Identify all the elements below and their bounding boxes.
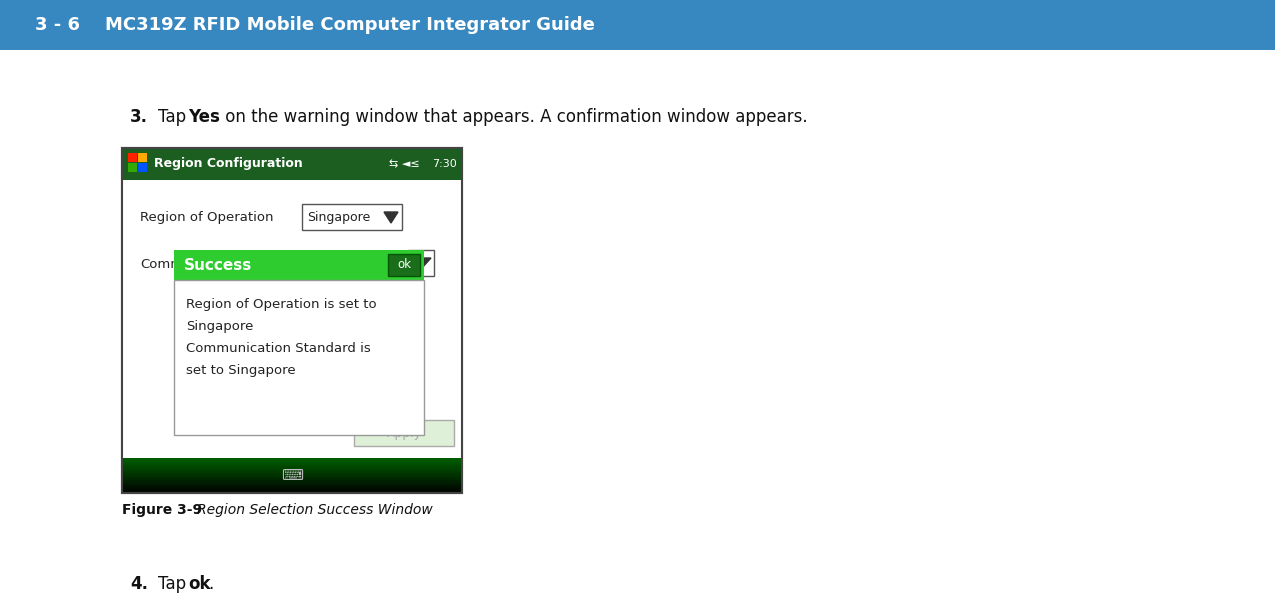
- Bar: [122, 459, 462, 461]
- Bar: [122, 471, 462, 472]
- Bar: [122, 474, 462, 476]
- Text: Tap: Tap: [158, 575, 191, 593]
- Text: Singapore: Singapore: [186, 320, 254, 333]
- Text: Apply: Apply: [386, 426, 422, 440]
- Bar: [122, 458, 462, 459]
- Text: Communication Standard is: Communication Standard is: [186, 342, 371, 355]
- Bar: [122, 486, 462, 488]
- Bar: [122, 461, 462, 462]
- Bar: [122, 482, 462, 483]
- Text: Figure 3-9: Figure 3-9: [122, 503, 203, 517]
- Bar: [408, 250, 434, 276]
- Text: Region Configuration: Region Configuration: [154, 157, 302, 170]
- Text: MC319Z RFID Mobile Computer Integrator Guide: MC319Z RFID Mobile Computer Integrator G…: [105, 16, 595, 34]
- Polygon shape: [384, 212, 398, 223]
- Text: ⌨: ⌨: [280, 468, 303, 483]
- Bar: [388, 254, 419, 276]
- Text: Tap: Tap: [158, 108, 191, 126]
- Bar: [122, 490, 462, 491]
- Text: 4.: 4.: [130, 575, 148, 593]
- Bar: [122, 470, 462, 471]
- Bar: [138, 153, 147, 162]
- Text: ⇆ ◄≤: ⇆ ◄≤: [389, 159, 419, 169]
- Polygon shape: [411, 258, 431, 269]
- Bar: [122, 180, 462, 458]
- Text: Success: Success: [184, 258, 252, 272]
- Text: ok: ok: [187, 575, 210, 593]
- Bar: [122, 488, 462, 490]
- Text: Comm: Comm: [140, 258, 184, 271]
- Bar: [122, 483, 462, 485]
- Bar: [122, 148, 462, 180]
- Bar: [122, 491, 462, 493]
- Bar: [122, 148, 462, 493]
- Text: Region Selection Success Window: Region Selection Success Window: [198, 503, 432, 517]
- Text: .: .: [208, 575, 213, 593]
- Bar: [122, 472, 462, 474]
- Text: Yes: Yes: [187, 108, 219, 126]
- Bar: [122, 480, 462, 482]
- Bar: [122, 469, 462, 470]
- Bar: [122, 492, 462, 493]
- Text: Region of Operation: Region of Operation: [140, 212, 274, 224]
- Text: 3 - 6: 3 - 6: [34, 16, 80, 34]
- Bar: [354, 420, 454, 446]
- Bar: [128, 163, 136, 172]
- Text: 7:30: 7:30: [432, 159, 456, 169]
- Bar: [138, 163, 147, 172]
- Bar: [122, 485, 462, 486]
- Bar: [122, 465, 462, 467]
- Text: Singapore: Singapore: [307, 210, 370, 223]
- Bar: [173, 280, 425, 435]
- Bar: [122, 467, 462, 469]
- Text: set to Singapore: set to Singapore: [186, 364, 296, 377]
- Bar: [302, 204, 402, 230]
- Bar: [122, 464, 462, 466]
- Bar: [122, 483, 462, 484]
- Bar: [122, 466, 462, 468]
- Bar: [122, 461, 462, 463]
- Bar: [122, 477, 462, 478]
- Text: 3.: 3.: [130, 108, 148, 126]
- Bar: [173, 250, 425, 280]
- Text: ok: ok: [397, 258, 411, 271]
- Bar: [128, 153, 136, 162]
- Bar: [122, 462, 462, 464]
- Bar: [122, 473, 462, 475]
- Text: Region of Operation is set to: Region of Operation is set to: [186, 298, 376, 311]
- Bar: [122, 475, 462, 477]
- Bar: [122, 148, 462, 493]
- Bar: [122, 479, 462, 481]
- Text: on the warning window that appears. A confirmation window appears.: on the warning window that appears. A co…: [221, 108, 807, 126]
- Bar: [122, 487, 462, 489]
- Bar: [0, 0, 1275, 50]
- Bar: [122, 478, 462, 480]
